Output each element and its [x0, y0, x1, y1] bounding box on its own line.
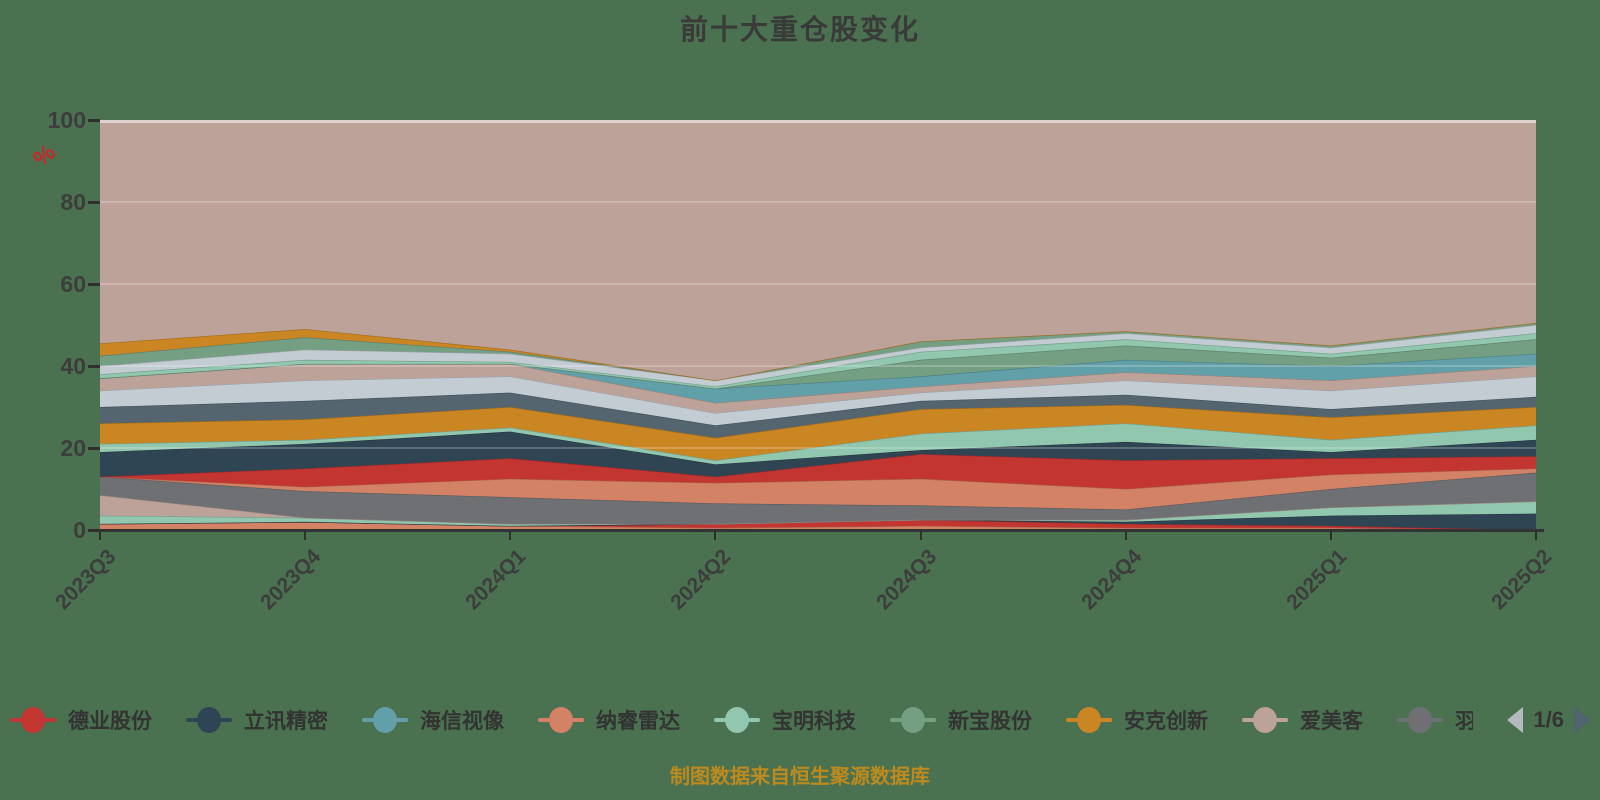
legend-marker-icon — [1242, 705, 1288, 735]
legend-label-truncated: 羽 — [1455, 710, 1473, 733]
x-axis-tick — [99, 531, 101, 540]
x-axis-tick — [509, 531, 512, 540]
legend-marker-icon — [1397, 705, 1443, 735]
legend-label: 新宝股份 — [948, 710, 1032, 733]
y-axis-tick — [88, 365, 100, 368]
y-axis-label-80: 80 — [60, 189, 86, 215]
y-axis-tick — [88, 283, 100, 286]
x-axis-label: 2024Q3 — [871, 545, 941, 615]
legend-item-baoming[interactable]: 宝明科技 — [714, 705, 856, 735]
y-axis-label-60: 60 — [60, 271, 86, 297]
x-axis-tick — [1329, 531, 1332, 540]
x-axis-tick — [714, 531, 717, 540]
y-axis-label-40: 40 — [60, 353, 86, 379]
legend-marker-icon — [714, 705, 760, 735]
legend-pagination: 1/6 — [1507, 707, 1590, 733]
x-axis-label: 2024Q2 — [666, 545, 736, 615]
stacked-area-svg — [100, 120, 1536, 531]
legend-marker-icon — [890, 705, 936, 735]
x-axis-tick — [304, 531, 307, 540]
legend-label: 立讯精密 — [244, 710, 328, 733]
legend-label: 宝明科技 — [772, 710, 856, 733]
legend-marker-icon — [10, 705, 56, 735]
x-axis-label: 2024Q4 — [1076, 545, 1146, 615]
legend-label: 爱美客 — [1300, 710, 1363, 733]
x-axis-tick — [919, 531, 922, 540]
y-axis-tick — [88, 529, 100, 532]
y-axis-tick — [88, 119, 100, 122]
legend-marker-icon — [362, 705, 408, 735]
y-axis-unit-percent: % — [27, 138, 61, 172]
page-title: 前十大重仓股变化 — [679, 14, 920, 45]
y-axis-tick — [88, 447, 100, 450]
legend-marker-icon — [538, 705, 584, 735]
legend-label: 德业股份 — [68, 710, 152, 733]
legend-page-next-icon[interactable] — [1574, 707, 1590, 733]
data-source-note: 制图数据来自恒生聚源数据库 — [670, 766, 930, 788]
legend-page-indicator: 1/6 — [1533, 707, 1564, 732]
y-axis-tick — [88, 201, 100, 204]
legend-marker-icon — [186, 705, 232, 735]
legend-item-xinbao[interactable]: 新宝股份 — [890, 705, 1032, 735]
x-axis-tick — [1535, 531, 1537, 540]
x-axis-label: 2023Q4 — [256, 545, 326, 615]
legend-item-hisense[interactable]: 海信视像 — [362, 705, 504, 735]
x-axis-tick — [1124, 531, 1127, 540]
legend-item-anker[interactable]: 安克创新 — [1066, 705, 1208, 735]
x-axis-label: 2024Q1 — [461, 545, 531, 615]
legend-page-prev-icon[interactable] — [1507, 707, 1524, 733]
y-axis-label-0: 0 — [73, 517, 86, 543]
legend-item-imeik[interactable]: 爱美客 — [1242, 705, 1363, 735]
stacked-area-plot[interactable] — [100, 120, 1536, 531]
x-axis-line — [98, 529, 1544, 532]
legend-item-luxshare[interactable]: 立讯精密 — [186, 705, 328, 735]
x-axis-label: 2025Q2 — [1487, 545, 1557, 615]
legend-marker-icon — [1066, 705, 1112, 735]
legend-item-deye[interactable]: 德业股份 — [10, 705, 152, 735]
x-axis-label: 2025Q1 — [1281, 545, 1352, 615]
legend-label: 海信视像 — [420, 710, 504, 733]
y-axis-label-100: 100 — [47, 107, 86, 133]
x-axis-label: 2023Q3 — [51, 545, 121, 615]
legend: 德业股份 立讯精密 海信视像 纳睿雷达 宝明科技 新宝股份 安克创新 爱美客 羽… — [10, 696, 1590, 744]
y-axis-label-20: 20 — [60, 435, 86, 461]
legend-item-naruida[interactable]: 纳睿雷达 — [538, 705, 680, 735]
legend-label: 安克创新 — [1124, 710, 1208, 733]
legend-item-truncated[interactable]: 羽 — [1397, 705, 1473, 735]
legend-label: 纳睿雷达 — [596, 710, 680, 733]
